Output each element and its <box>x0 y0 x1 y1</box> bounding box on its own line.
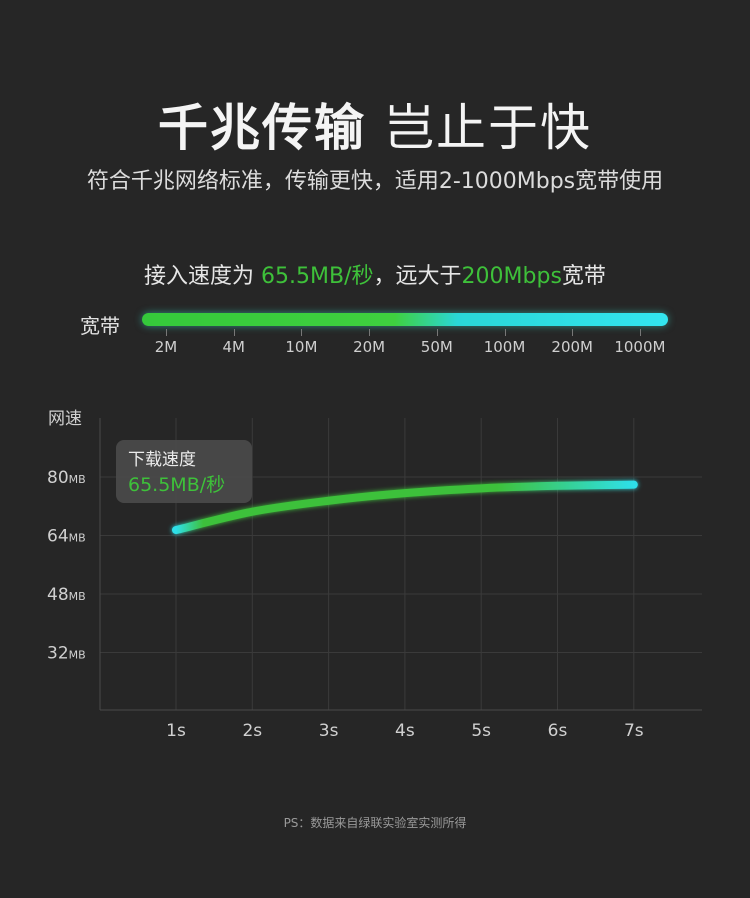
callout-value: 65.5MB/秒 <box>128 474 225 496</box>
bandwidth-tick <box>572 329 574 336</box>
y-tick-label: 48MB <box>47 585 86 605</box>
callout-box <box>116 440 252 503</box>
bandwidth-tick-label: 100M <box>483 338 526 356</box>
speed-line-series <box>172 480 638 535</box>
bandwidth-tick <box>301 329 303 336</box>
bandwidth-bar <box>142 313 668 326</box>
title-main: 千兆传输 <box>158 99 366 157</box>
bandwidth-tick-label: 200M <box>551 338 593 356</box>
callout-title: 下载速度 <box>128 450 196 470</box>
y-tick-label: 32MB <box>47 644 86 664</box>
y-tick-label: 80MB <box>47 468 86 488</box>
title-sub: 岂止于快 <box>384 99 592 157</box>
speed-prefix: 接入速度为 <box>144 264 262 289</box>
bandwidth-tick-label: 4M <box>222 338 245 356</box>
bandwidth-tick <box>233 329 235 336</box>
x-tick-label: 5s <box>471 721 491 741</box>
page-title: 千兆传输 岂止于快 <box>0 88 750 160</box>
speed-summary: 接入速度为 65.5MB/秒，远大于200Mbps宽带 <box>0 258 750 290</box>
bandwidth-ticks <box>0 329 750 337</box>
page-subtitle: 符合千兆网络标准，传输更快，适用2-1000Mbps宽带使用 <box>86 169 664 194</box>
speed-callout: 下载速度 65.5MB/秒 <box>116 440 252 503</box>
bandwidth-tick <box>639 329 641 336</box>
speed-chart: 网速 80MB 64MB 48MB 32MB 1s 2s 3s 4s 5s 6s 7s 下载速度 65.… <box>47 409 702 741</box>
speed-ref: 200Mbps <box>461 264 562 289</box>
bandwidth-tick <box>369 329 371 336</box>
speed-middle: ，远大于 <box>373 264 462 289</box>
bandwidth-tick <box>504 329 506 336</box>
x-tick-label: 1s <box>166 721 186 741</box>
x-tick-label: 2s <box>242 721 262 741</box>
bandwidth-label: 宽带 <box>80 314 120 338</box>
bandwidth-tick-label: 1000M <box>614 338 666 356</box>
y-tick-label: 64MB <box>47 527 86 547</box>
speed-suffix: 宽带 <box>561 264 606 289</box>
bandwidth-tick-label: 50M <box>420 338 453 356</box>
chart-series <box>172 480 638 535</box>
x-tick-label: 7s <box>624 721 644 741</box>
bandwidth-tick-label: 2M <box>154 338 178 356</box>
bandwidth-tick-label: 10M <box>285 338 318 356</box>
bandwidth-tick <box>436 329 438 336</box>
speed-value: 65.5MB/秒 <box>261 264 374 289</box>
chart-axes: 网速 80MB 64MB 48MB 32MB 1s 2s 3s 4s 5s 6s 7s <box>47 409 702 741</box>
x-tick-label: 3s <box>319 721 339 741</box>
y-axis-label: 网速 <box>48 409 82 429</box>
x-tick-label: 6s <box>548 721 568 741</box>
bandwidth-tick <box>166 329 167 336</box>
footnote: PS：数据来自绿联实验室实测所得 <box>283 816 467 830</box>
x-tick-label: 4s <box>395 721 415 741</box>
bandwidth-tick-label: 20M <box>353 338 386 356</box>
